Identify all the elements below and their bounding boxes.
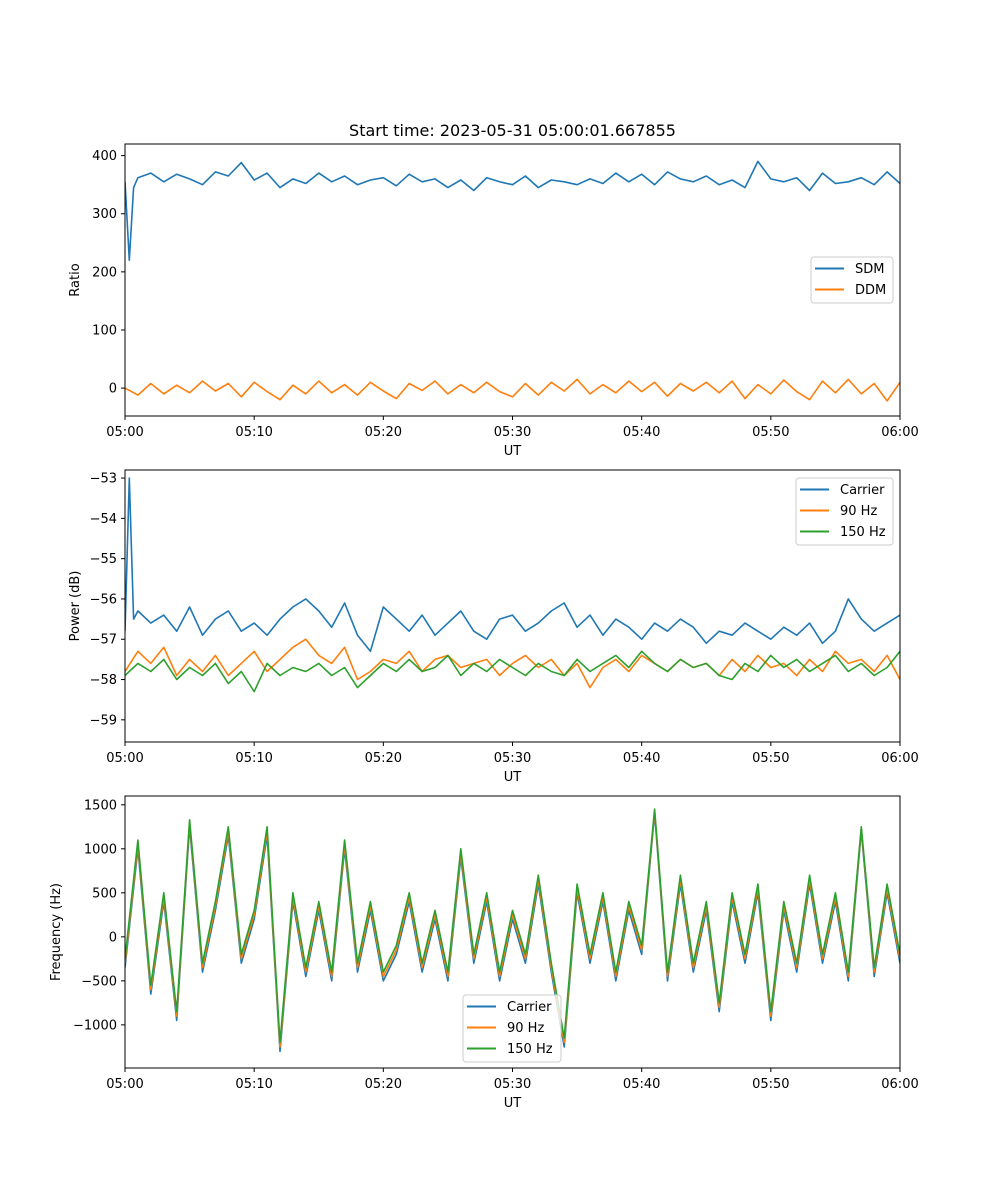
y-tick-label: 400: [92, 149, 117, 164]
series-line-carrier: [125, 477, 900, 653]
x-tick-label: 05:00: [106, 1077, 143, 1092]
legend-label-150-hz: 150 Hz: [840, 525, 886, 540]
y-tick-label: −59: [90, 713, 117, 728]
y-tick-label: 1500: [84, 798, 117, 813]
legend-label-sdm: SDM: [855, 262, 884, 277]
y-tick-label: −57: [90, 633, 117, 648]
y-axis-label: Frequency (Hz): [49, 883, 64, 981]
series-line-carrier: [125, 812, 900, 1053]
legend-label-ddm: DDM: [855, 283, 886, 298]
legend-box: [795, 477, 894, 546]
x-tick-label: 05:30: [494, 1077, 531, 1092]
ratio-panel: 05:00 05:10 05:20 05:30 05:40 05:50 06:00 0 100 2…: [68, 121, 919, 459]
legend-label-carrier: Carrier: [507, 1000, 552, 1015]
y-tick-label: 200: [92, 265, 117, 280]
x-tick-label: 05:50: [752, 1077, 789, 1092]
frequency-panel: 05:00 05:10 05:20 05:30 05:40 05:50 06:00 −1000…: [49, 795, 919, 1111]
series-group: [125, 160, 900, 402]
x-tick-label: 06:00: [881, 751, 918, 766]
y-tick-label: 0: [109, 382, 117, 397]
legend: Carrier 90 Hz 150 Hz: [462, 994, 562, 1063]
x-tick-label: 05:20: [365, 751, 402, 766]
series-line-90-hz: [125, 810, 900, 1048]
x-tick-label: 05:50: [752, 751, 789, 766]
x-tick-label: 06:00: [881, 425, 918, 440]
x-tick-label: 05:10: [235, 1077, 272, 1092]
y-tick-label: −53: [90, 472, 117, 487]
x-tick-label: 05:10: [235, 751, 272, 766]
x-tick-label: 05:30: [494, 751, 531, 766]
legend-label-carrier: Carrier: [840, 483, 885, 498]
legend-label-150-hz: 150 Hz: [507, 1042, 553, 1057]
legend-box: [462, 994, 562, 1063]
y-tick-label: 100: [92, 323, 117, 338]
x-axis-label: UT: [504, 1096, 522, 1111]
series-line-90-hz: [125, 638, 900, 689]
power-panel: 05:00 05:10 05:20 05:30 05:40 05:50 06:00 −59 −5…: [68, 469, 919, 785]
y-tick-label: 0: [109, 930, 117, 945]
axes-frame: [124, 469, 901, 743]
y-tick-label: −500: [81, 974, 117, 989]
x-axis-label: UT: [504, 444, 522, 459]
y-tick-label: 1000: [84, 842, 117, 857]
x-tick-label: 05:50: [752, 425, 789, 440]
legend: Carrier 90 Hz 150 Hz: [795, 477, 894, 546]
x-tick-label: 06:00: [881, 1077, 918, 1092]
y-axis-label: Power (dB): [68, 571, 83, 642]
x-tick-label: 05:00: [106, 751, 143, 766]
y-tick-label: −56: [90, 592, 117, 607]
x-tick-label: 05:00: [106, 425, 143, 440]
series-group: [125, 808, 900, 1053]
legend-label-90-hz: 90 Hz: [840, 504, 877, 519]
x-tick-label: 05:40: [623, 425, 660, 440]
y-tick-label: −58: [90, 673, 117, 688]
y-axis-label: Ratio: [68, 263, 83, 296]
y-tick-label: 500: [92, 886, 117, 901]
x-tick-label: 05:10: [235, 425, 272, 440]
y-tick-label: −55: [90, 552, 117, 567]
x-tick-label: 05:40: [623, 751, 660, 766]
x-tick-label: 05:20: [365, 1077, 402, 1092]
chart-title: Start time: 2023-05-31 05:00:01.667855: [349, 121, 676, 140]
x-tick-label: 05:20: [365, 425, 402, 440]
series-line-sdm: [125, 160, 900, 262]
series-line-ddm: [125, 378, 900, 402]
y-tick-label: −1000: [73, 1018, 117, 1033]
y-tick-label: −54: [90, 512, 117, 527]
legend: SDM DDM: [810, 256, 894, 304]
x-axis-label: UT: [504, 770, 522, 785]
series-line-150-hz: [125, 808, 900, 1044]
series-line-150-hz: [125, 650, 900, 693]
series-group: [125, 477, 900, 693]
x-tick-label: 05:40: [623, 1077, 660, 1092]
legend-label-90-hz: 90 Hz: [507, 1021, 544, 1036]
y-tick-label: 300: [92, 207, 117, 222]
x-tick-label: 05:30: [494, 425, 531, 440]
